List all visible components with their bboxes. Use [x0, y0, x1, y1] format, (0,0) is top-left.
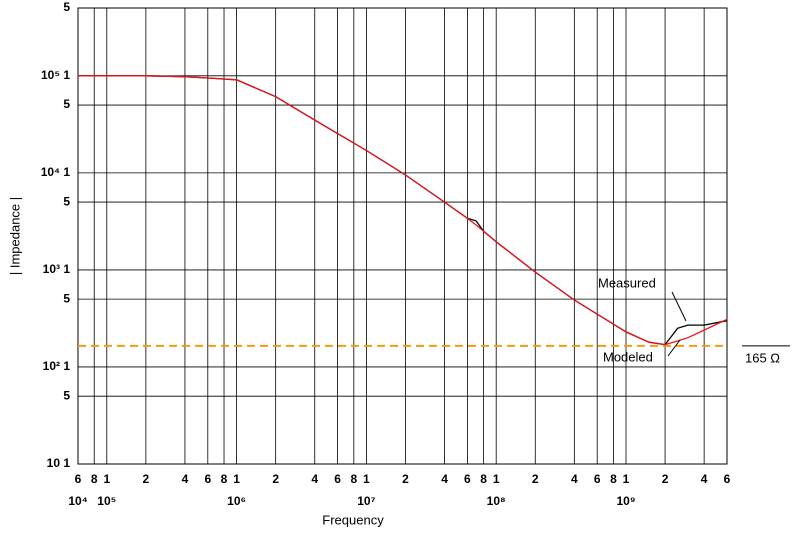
y-axis-title: | Impedance | — [7, 197, 22, 275]
x-tick-label: 2 — [143, 472, 150, 486]
x-tick-label: 1 — [623, 472, 630, 486]
x-tick-label: 8 — [91, 472, 98, 486]
x-tick-label: 6 — [75, 472, 82, 486]
x-tick-label: 6 — [334, 472, 341, 486]
x-tick-label: 8 — [221, 472, 228, 486]
x-tick-label: 6 — [204, 472, 211, 486]
x-tick-label: 4 — [182, 472, 189, 486]
x-tick-label: 6 — [724, 472, 731, 486]
leader-line — [671, 291, 687, 322]
x-tick-label: 6 — [594, 472, 601, 486]
annotation: Modeled — [603, 349, 653, 364]
x-tick-label: 1 — [493, 472, 500, 486]
x-tick-label: 8 — [610, 472, 617, 486]
y-tick-label: 10 1 — [47, 456, 71, 470]
y-tick-label: 10⁴ 1 — [41, 165, 71, 179]
series-line — [78, 75, 728, 346]
series-line — [78, 75, 728, 346]
x-decade-label: 10⁷ — [357, 494, 375, 508]
x-axis-title: Frequency — [322, 512, 384, 527]
y-tick-label: 5 — [63, 291, 70, 305]
y-tick-label: 5 — [63, 388, 70, 402]
leader-line — [667, 339, 681, 357]
x-tick-label: 1 — [363, 472, 370, 486]
y-tick-label: 10² 1 — [43, 359, 71, 373]
y-tick-label: 10³ 1 — [43, 262, 71, 276]
x-tick-label: 8 — [350, 472, 357, 486]
y-tick-label: 5 — [63, 194, 70, 208]
x-tick-label: 2 — [272, 472, 279, 486]
y-tick-label: 10⁵ 1 — [41, 68, 70, 82]
annotation: Measured — [598, 275, 656, 290]
x-decade-label: 10⁶ — [227, 494, 246, 508]
x-decade-label: 10⁸ — [487, 494, 506, 508]
x-tick-label: 6 — [464, 472, 471, 486]
x-decade-label: 10⁵ — [97, 494, 116, 508]
x-tick-label: 8 — [480, 472, 487, 486]
x-tick-label: 1 — [103, 472, 110, 486]
x-tick-label: 2 — [532, 472, 539, 486]
x-tick-label: 2 — [402, 472, 409, 486]
x-tick-label: 1 — [233, 472, 240, 486]
x-tick-label: 4 — [311, 472, 318, 486]
y-tick-label: 5 — [63, 97, 70, 111]
y-tick-label: 5 — [63, 0, 70, 14]
x-tick-label: 4 — [571, 472, 578, 486]
x-tick-label: 4 — [441, 472, 448, 486]
x-decade-label: 10⁹ — [616, 494, 635, 508]
x-tick-label: 2 — [662, 472, 669, 486]
x-decade-label: 10⁴ — [68, 494, 87, 508]
x-tick-label: 4 — [701, 472, 708, 486]
reference-label: 165 Ω — [745, 350, 780, 365]
